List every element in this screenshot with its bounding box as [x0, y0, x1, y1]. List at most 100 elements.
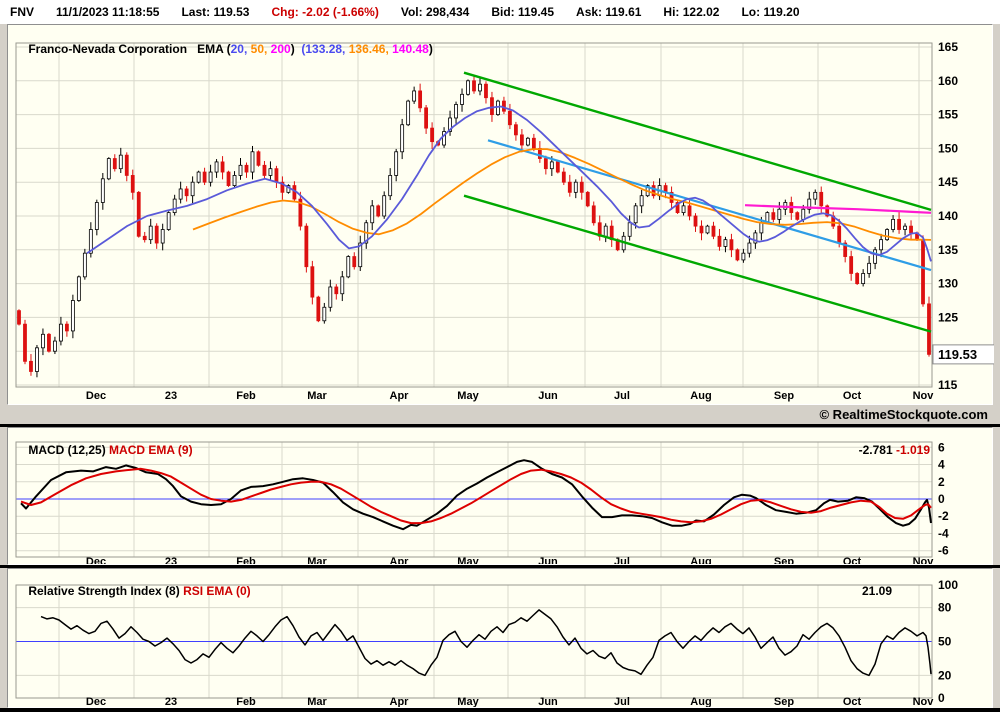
- quote-header: FNV 11/1/2023 11:18:55 Last: 119.53 Chg: -2…: [0, 0, 1000, 24]
- copyright-band: © RealtimeStockquote.com: [0, 405, 1000, 424]
- svg-text:Apr: Apr: [390, 696, 410, 707]
- svg-text:0: 0: [938, 492, 945, 506]
- candlestick-chart: 165160155150145140135130125120115Dec23Fe…: [15, 40, 994, 402]
- svg-text:23: 23: [165, 390, 177, 402]
- macd-ema-title: MACD EMA (9): [109, 443, 193, 457]
- bid-value: Bid: 119.45: [491, 5, 555, 19]
- macd-header: MACD (12,25) MACD EMA (9): [15, 429, 192, 457]
- svg-text:0: 0: [938, 691, 945, 705]
- svg-text:23: 23: [165, 556, 177, 564]
- svg-text:160: 160: [938, 74, 958, 88]
- svg-text:Apr: Apr: [390, 556, 410, 564]
- svg-text:Jun: Jun: [538, 556, 558, 564]
- svg-text:Apr: Apr: [390, 390, 410, 402]
- svg-text:Dec: Dec: [86, 390, 106, 402]
- macd-values: -2.781 -1.019: [845, 429, 930, 471]
- svg-text:125: 125: [938, 310, 958, 324]
- svg-text:Oct: Oct: [843, 390, 862, 402]
- ema50-period: 50,: [250, 42, 271, 56]
- svg-text:Oct: Oct: [843, 556, 862, 564]
- svg-text:Mar: Mar: [307, 696, 327, 707]
- svg-text:Feb: Feb: [236, 696, 256, 707]
- svg-text:50: 50: [938, 635, 952, 649]
- macd-line: [20, 459, 932, 531]
- rsi-panel: Relative Strength Index (8) RSI EMA (0) …: [7, 568, 993, 708]
- volume-value: Vol: 298,434: [400, 5, 470, 19]
- svg-text:145: 145: [938, 175, 958, 189]
- svg-text:100: 100: [938, 578, 958, 592]
- svg-text:-6: -6: [938, 544, 949, 558]
- price-chart-panel: Franco-Nevada Corporation EMA (20, 50, 2…: [7, 24, 994, 405]
- svg-text:6: 6: [938, 440, 945, 454]
- macd-panel: MACD (12,25) MACD EMA (9) -2.781 -1.019 …: [7, 427, 993, 565]
- ask-value: Ask: 119.61: [576, 5, 642, 19]
- svg-text:165: 165: [938, 40, 958, 54]
- svg-text:Jun: Jun: [538, 390, 558, 402]
- svg-text:Feb: Feb: [236, 390, 256, 402]
- ema200-period: 200: [270, 42, 291, 56]
- svg-text:Sep: Sep: [774, 696, 794, 707]
- svg-text:119.53: 119.53: [938, 347, 977, 362]
- ema200-line: [744, 204, 932, 214]
- svg-text:Oct: Oct: [843, 696, 862, 707]
- svg-text:-4: -4: [938, 526, 949, 540]
- svg-text:150: 150: [938, 141, 958, 155]
- svg-text:Dec: Dec: [86, 556, 106, 564]
- svg-text:May: May: [457, 556, 479, 564]
- rsi-value: 21.09: [861, 584, 892, 598]
- trend-channel: [463, 71, 932, 333]
- ema50-value: 136.46,: [348, 42, 393, 56]
- svg-text:Jul: Jul: [614, 556, 630, 564]
- ema-legend-label: EMA (: [197, 42, 231, 56]
- svg-text:115: 115: [938, 378, 958, 392]
- candles: [17, 76, 931, 378]
- macd-ema-value: -1.019: [895, 443, 930, 457]
- symbol-label: FNV: [10, 5, 34, 19]
- svg-text:Jun: Jun: [538, 696, 558, 707]
- bottom-border-bar: [0, 708, 1000, 712]
- rsi-title: Relative Strength Index (8): [28, 584, 180, 598]
- macd-signal-line: [20, 467, 932, 525]
- svg-text:Nov: Nov: [913, 696, 935, 707]
- svg-text:2: 2: [938, 475, 945, 489]
- svg-text:130: 130: [938, 277, 958, 291]
- last-value: Last: 119.53: [181, 5, 250, 19]
- ema200-value: 140.48: [392, 42, 429, 56]
- rsi-line: [40, 609, 932, 677]
- svg-text:Sep: Sep: [774, 390, 794, 402]
- svg-text:Aug: Aug: [690, 556, 711, 564]
- rsi-chart: 100 80 50 20 0 Dec 23 Feb Mar Apr May Jun Jul Aug Sep O…: [15, 578, 958, 707]
- svg-text:Aug: Aug: [690, 696, 711, 707]
- last-price-label: 119.53: [932, 344, 994, 365]
- svg-text:Dec: Dec: [86, 696, 106, 707]
- svg-text:Jul: Jul: [614, 390, 630, 402]
- svg-text:Nov: Nov: [913, 556, 935, 564]
- svg-text:Mar: Mar: [307, 390, 327, 402]
- svg-text:4: 4: [938, 458, 945, 472]
- ema20-period: 20,: [230, 42, 251, 56]
- chart-title-row: Franco-Nevada Corporation EMA (20, 50, 2…: [28, 42, 433, 56]
- svg-text:Feb: Feb: [236, 556, 256, 564]
- svg-text:-2: -2: [938, 509, 949, 523]
- svg-text:Mar: Mar: [307, 556, 327, 564]
- svg-text:80: 80: [938, 601, 952, 615]
- panel-divider-top: [0, 424, 1000, 427]
- change-value: Chg: -2.02 (-1.66%): [271, 5, 379, 19]
- svg-text:Aug: Aug: [690, 390, 711, 402]
- svg-text:135: 135: [938, 243, 958, 257]
- company-name: Franco-Nevada Corporation: [28, 42, 188, 56]
- macd-title: MACD (12,25): [28, 443, 106, 457]
- low-value: Lo: 119.20: [741, 5, 800, 19]
- watermark-text: © RealtimeStockquote.com: [819, 407, 988, 422]
- datetime-label: 11/1/2023 11:18:55: [56, 5, 160, 19]
- svg-text:23: 23: [165, 696, 177, 707]
- svg-text:140: 140: [938, 209, 958, 223]
- svg-text:May: May: [457, 390, 479, 402]
- svg-text:May: May: [457, 696, 479, 707]
- panel-divider-mid: [0, 565, 1000, 568]
- svg-text:155: 155: [938, 108, 958, 122]
- ema50-line: [192, 148, 932, 241]
- macd-chart: 6 4 2 0 -2 -4 -6 Dec 23 Feb Mar Apr May Jun Jul Aug Sep O…: [15, 440, 949, 564]
- rsi-header: Relative Strength Index (8) RSI EMA (0): [15, 570, 250, 598]
- rsi-ema-title: RSI EMA (0): [183, 584, 251, 598]
